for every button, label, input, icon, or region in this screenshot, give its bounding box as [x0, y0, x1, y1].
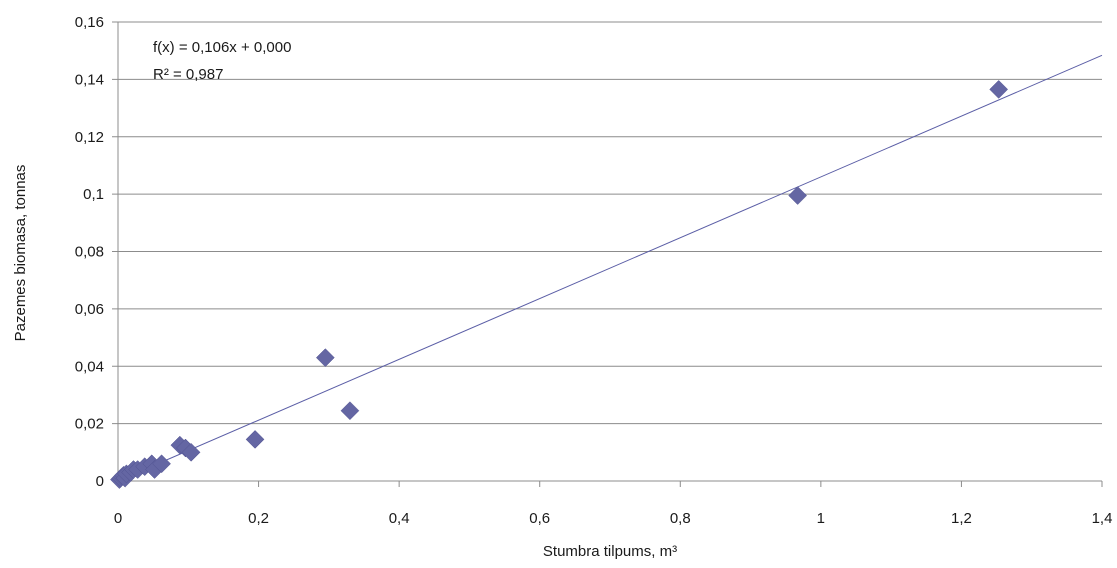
trendline-layer [117, 54, 1103, 482]
trendline-r-squared: R² = 0,987 [153, 66, 223, 83]
x-tick-label: 1,4 [1092, 510, 1113, 527]
y-axis-title: Pazemes biomasa, tonnas [12, 165, 29, 342]
y-tick-label: 0,16 [75, 14, 104, 31]
x-tick-label: 0,8 [670, 510, 691, 527]
x-axis-title: Stumbra tilpums, m³ [543, 543, 677, 560]
y-tick-label: 0 [96, 473, 104, 490]
data-point [245, 430, 265, 449]
trendline [117, 54, 1103, 482]
x-tick-label: 0,6 [529, 510, 550, 527]
grid-lines [118, 21, 1102, 425]
axes [112, 21, 1103, 487]
y-tick-label: 0,14 [75, 71, 104, 88]
data-point [989, 80, 1009, 99]
data-point [315, 348, 335, 367]
x-tick-label: 1,2 [951, 510, 972, 527]
x-tick-label: 0 [114, 510, 122, 527]
x-tick-label: 1 [817, 510, 825, 527]
data-point [788, 186, 808, 205]
y-tick-label: 0,04 [75, 358, 104, 375]
y-tick-label: 0,02 [75, 416, 104, 433]
data-points [110, 80, 1009, 489]
y-tick-label: 0,06 [75, 301, 104, 318]
y-tick-label: 0,08 [75, 244, 104, 261]
y-tick-labels: 0 0,02 0,04 0,06 0,08 0,1 0,12 0,14 0,16 [75, 14, 104, 490]
x-tick-labels: 0 0,2 0,4 0,6 0,8 1 1,2 1,4 [114, 510, 1113, 527]
data-point [181, 442, 201, 462]
x-tick-label: 0,4 [389, 510, 410, 527]
data-point [152, 454, 171, 474]
data-point [340, 401, 360, 421]
x-tick-label: 0,2 [248, 510, 269, 527]
y-tick-label: 0,12 [75, 129, 104, 146]
y-tick-label: 0,1 [83, 186, 104, 203]
trendline-equation: f(x) = 0,106x + 0,000 [153, 39, 291, 56]
